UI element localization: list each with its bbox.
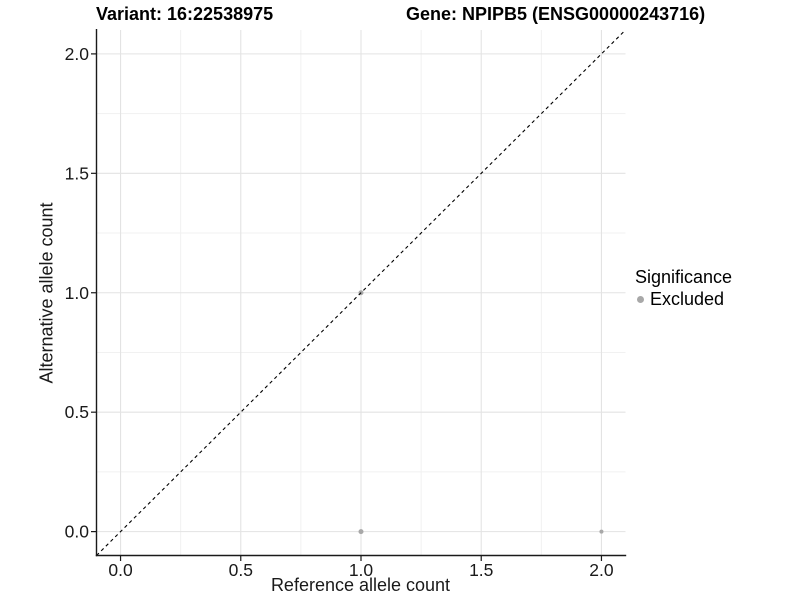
legend-item-label: Excluded [650,289,725,309]
legend-title: Significance [635,267,733,287]
y-tick-label: 1.0 [65,283,90,303]
identity-line [96,29,626,556]
x-tick-label: 0.0 [108,560,133,580]
y-tick-label: 1.5 [65,163,89,183]
x-tick-label: 2.0 [589,560,614,580]
plot-title-gene: Gene: NPIPB5 (ENSG00000243716) [406,4,706,24]
x-tick-label: 1.5 [469,560,493,580]
legend-point-swatch-icon [637,295,644,303]
y-tick-label: 0.5 [65,402,89,422]
plot-title-variant: Variant: 16:22538975 [96,4,274,24]
y-axis-title: Alternative allele count [36,202,57,384]
x-axis-title: Reference allele count [270,575,451,595]
data-point [358,529,364,535]
x-tick-label: 0.5 [229,560,253,580]
y-tick-label: 0.0 [65,522,90,542]
y-tick-label: 2.0 [65,44,90,64]
data-point [599,529,604,534]
legend: Significance Excluded [635,266,732,310]
x-tick-label: 1.0 [349,560,374,580]
legend-item-excluded: Excluded [635,288,732,310]
